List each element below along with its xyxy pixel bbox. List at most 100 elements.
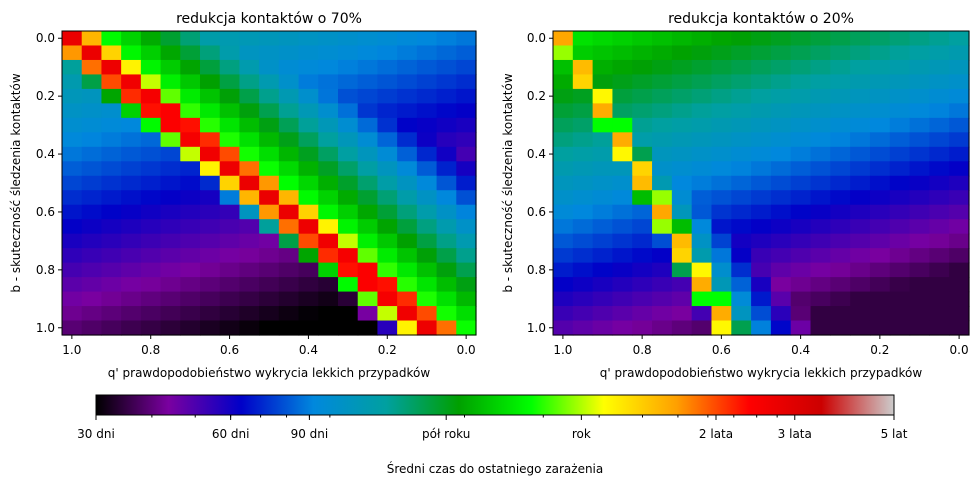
heatmap-cell <box>239 248 260 264</box>
heatmap-cell <box>140 219 162 235</box>
heatmap-cell <box>121 204 142 220</box>
heatmap-cell <box>929 74 950 90</box>
heatmap-cell <box>790 88 812 104</box>
heatmap-cell <box>929 320 950 336</box>
heatmap-cell <box>160 117 181 133</box>
heatmap-cell <box>612 103 633 119</box>
heatmap-cell <box>889 248 911 264</box>
heatmap-cell <box>318 103 339 119</box>
heatmap-cell <box>869 146 891 162</box>
heatmap-cell <box>416 146 438 162</box>
heatmap-cell <box>751 190 772 206</box>
heatmap-cell <box>751 204 772 220</box>
heatmap-cell <box>200 248 221 264</box>
y-tick-label: 0.0 <box>36 31 55 45</box>
heatmap-cell <box>949 132 970 148</box>
heatmap-cell <box>790 45 812 61</box>
heatmap-cell <box>338 277 359 293</box>
heatmap-cell <box>456 291 477 307</box>
heatmap-cell <box>219 31 241 47</box>
heatmap-cell <box>239 103 260 119</box>
heatmap-cell <box>160 59 181 76</box>
heatmap-cell <box>62 45 83 61</box>
heatmap-cell <box>101 45 122 61</box>
heatmap-cell <box>338 31 359 47</box>
heatmap-cell <box>121 190 142 206</box>
heatmap-cell <box>949 103 970 119</box>
heatmap-cell <box>909 161 930 177</box>
heatmap-cell <box>553 117 574 133</box>
heatmap-cell <box>909 233 930 249</box>
heatmap-cell <box>101 233 122 249</box>
heatmap-cell <box>377 204 398 220</box>
heatmap-cell <box>909 190 930 206</box>
heatmap-cell <box>909 146 930 162</box>
heatmap-cell <box>770 190 792 206</box>
x-tick-label: 1.0 <box>553 343 572 357</box>
heatmap-cell <box>318 233 339 249</box>
heatmap-cell <box>62 31 83 47</box>
heatmap-cell <box>612 88 633 104</box>
heatmap-cell <box>219 146 241 162</box>
heatmap-cell <box>632 103 653 119</box>
heatmap-cell <box>731 88 752 104</box>
heatmap-cell <box>731 219 752 235</box>
heatmap-cell <box>318 31 339 47</box>
heatmap-cell <box>259 233 280 249</box>
heatmap-cell <box>81 190 103 206</box>
x-tick-label: 0.4 <box>791 343 810 357</box>
heatmap-cell <box>140 146 162 162</box>
heatmap-cell <box>436 45 457 61</box>
heatmap-cell <box>572 204 594 220</box>
heatmap-cell <box>711 132 732 148</box>
heatmap-cell <box>889 132 911 148</box>
heatmap-cell <box>810 146 831 162</box>
heatmap-cell <box>612 320 633 336</box>
heatmap-cell <box>830 161 851 177</box>
heatmap-cell <box>770 45 792 61</box>
heatmap-cell <box>200 117 221 133</box>
heatmap-cell <box>652 291 673 307</box>
heatmap-cell <box>436 262 457 278</box>
heatmap-cell <box>889 103 911 119</box>
heatmap-cell <box>338 233 359 249</box>
heatmap-cell <box>200 320 221 336</box>
heatmap-cell <box>909 219 930 235</box>
heatmap-cell <box>357 59 379 76</box>
heatmap-cell <box>751 175 772 191</box>
heatmap-cell <box>711 204 732 220</box>
heatmap-cell <box>612 204 633 220</box>
heatmap-cell <box>377 190 398 206</box>
heatmap-cell <box>397 45 418 61</box>
heatmap-cell <box>416 31 438 47</box>
heatmap-cell <box>850 219 871 235</box>
heatmap-cell <box>180 219 201 235</box>
heatmap-cell <box>239 306 260 322</box>
heatmap-cell <box>850 248 871 264</box>
heatmap-cell <box>612 262 633 278</box>
heatmap-cell <box>949 306 970 322</box>
heatmap-cell <box>318 59 339 76</box>
heatmap-cell <box>121 117 142 133</box>
heatmap-cell <box>830 262 851 278</box>
heatmap-cell <box>397 146 418 162</box>
heatmap-cell <box>612 233 633 249</box>
heatmap-cell <box>790 190 812 206</box>
heatmap-cell <box>416 277 438 293</box>
heatmap-cell <box>889 190 911 206</box>
heatmap-cell <box>62 146 83 162</box>
heatmap-cell <box>691 117 713 133</box>
heatmap-cell <box>416 103 438 119</box>
heatmap-cell <box>397 204 418 220</box>
heatmap-cell <box>278 31 300 47</box>
heatmap-cell <box>101 117 122 133</box>
heatmap-cell <box>652 45 673 61</box>
heatmap-cell <box>949 190 970 206</box>
heatmap-cell <box>592 103 614 119</box>
heatmap-cell <box>850 161 871 177</box>
heatmap-cell <box>436 161 457 177</box>
heatmap-cell <box>121 132 142 148</box>
heatmap-cell <box>200 59 221 76</box>
heatmap-cell <box>318 117 339 133</box>
